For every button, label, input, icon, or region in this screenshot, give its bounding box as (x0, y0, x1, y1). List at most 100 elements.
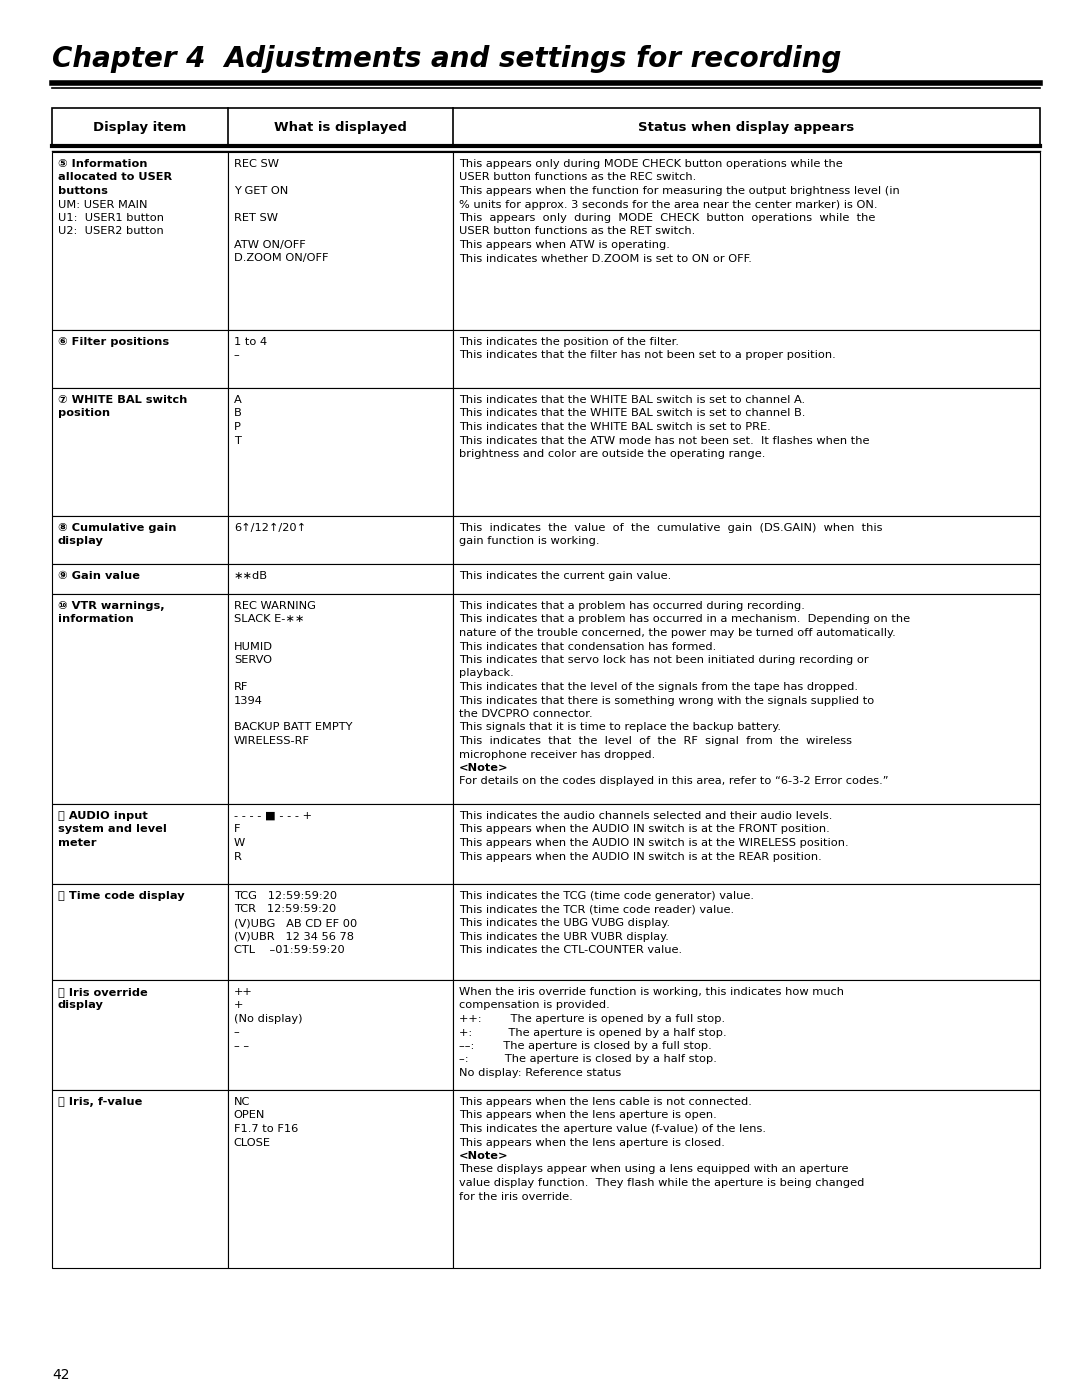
Text: TCG   12:59:59:20: TCG 12:59:59:20 (234, 891, 337, 901)
Text: A: A (234, 395, 242, 405)
Text: (V)UBG   AB CD EF 00: (V)UBG AB CD EF 00 (234, 918, 357, 928)
Text: 42: 42 (52, 1368, 69, 1382)
Bar (52, 108, 1040, 147)
Bar (454, 515, 1040, 564)
Text: NC: NC (234, 1097, 251, 1106)
Text: ⑧ Cumulative gain: ⑧ Cumulative gain (58, 522, 176, 534)
Text: value display function.  They flash while the aperture is being changed: value display function. They flash while… (459, 1178, 864, 1187)
Text: This indicates that a problem has occurred during recording.: This indicates that a problem has occurr… (459, 601, 805, 610)
Text: +:          The aperture is opened by a half stop.: +: The aperture is opened by a half stop… (459, 1028, 727, 1038)
Text: ⑫ Time code display: ⑫ Time code display (58, 891, 185, 901)
Text: ⑪ AUDIO input: ⑪ AUDIO input (58, 812, 148, 821)
Text: This indicates that the WHITE BAL switch is set to channel A.: This indicates that the WHITE BAL switch… (459, 395, 806, 405)
Bar (228, 330, 454, 388)
Text: position: position (58, 408, 110, 419)
Text: the DVCPRO connector.: the DVCPRO connector. (459, 710, 593, 719)
Text: display: display (58, 1000, 104, 1010)
Bar (52, 515, 228, 564)
Text: This indicates that the WHITE BAL switch is set to PRE.: This indicates that the WHITE BAL switch… (459, 422, 771, 432)
Text: This appears when the AUDIO IN switch is at the FRONT position.: This appears when the AUDIO IN switch is… (459, 824, 829, 834)
Text: This appears only during MODE CHECK button operations while the: This appears only during MODE CHECK butt… (459, 159, 842, 169)
Text: ⑨ Gain value: ⑨ Gain value (58, 571, 140, 581)
Text: Display item: Display item (93, 120, 187, 134)
Text: TCR   12:59:59:20: TCR 12:59:59:20 (234, 904, 336, 915)
Text: This indicates the TCR (time code reader) value.: This indicates the TCR (time code reader… (459, 904, 734, 915)
Bar (228, 594, 454, 805)
Text: U2:  USER2 button: U2: USER2 button (58, 226, 164, 236)
Text: <Note>: <Note> (459, 763, 509, 773)
Text: This indicates the UBR VUBR display.: This indicates the UBR VUBR display. (459, 932, 669, 942)
Text: Chapter 4  Adjustments and settings for recording: Chapter 4 Adjustments and settings for r… (52, 45, 841, 73)
Bar (454, 805, 1040, 884)
Text: F: F (234, 824, 241, 834)
Text: This appears when the function for measuring the output brightness level (in: This appears when the function for measu… (459, 186, 900, 196)
Bar (454, 564, 1040, 594)
Text: P: P (234, 422, 241, 432)
Text: allocated to USER: allocated to USER (58, 172, 172, 183)
Text: This indicates the CTL-COUNTER value.: This indicates the CTL-COUNTER value. (459, 944, 683, 956)
Bar (454, 388, 1040, 515)
Text: This indicates that servo lock has not been initiated during recording or: This indicates that servo lock has not b… (459, 655, 868, 665)
Text: Status when display appears: Status when display appears (638, 120, 854, 134)
Text: This appears when ATW is operating.: This appears when ATW is operating. (459, 240, 670, 250)
Text: This appears when the AUDIO IN switch is at the WIRELESS position.: This appears when the AUDIO IN switch is… (459, 838, 849, 848)
Text: This indicates that the ATW mode has not been set.  It flashes when the: This indicates that the ATW mode has not… (459, 436, 869, 446)
Text: SLACK E-∗∗: SLACK E-∗∗ (234, 615, 305, 624)
Text: This indicates that there is something wrong with the signals supplied to: This indicates that there is something w… (459, 696, 875, 705)
Text: D.ZOOM ON/OFF: D.ZOOM ON/OFF (234, 253, 328, 264)
Text: for the iris override.: for the iris override. (459, 1192, 572, 1201)
Text: ATW ON/OFF: ATW ON/OFF (234, 240, 306, 250)
Text: REC SW: REC SW (234, 159, 279, 169)
Text: OPEN: OPEN (234, 1111, 266, 1120)
Text: U1:  USER1 button: U1: USER1 button (58, 212, 164, 224)
Bar (228, 1090, 454, 1268)
Bar (228, 564, 454, 594)
Bar (228, 388, 454, 515)
Text: playback.: playback. (459, 669, 514, 679)
Bar (228, 152, 454, 330)
Text: meter: meter (58, 838, 96, 848)
Text: This  indicates  the  value  of  the  cumulative  gain  (DS.GAIN)  when  this: This indicates the value of the cumulati… (459, 522, 882, 534)
Text: % units for approx. 3 seconds for the area near the center marker) is ON.: % units for approx. 3 seconds for the ar… (459, 200, 878, 210)
Text: ⑩ VTR warnings,: ⑩ VTR warnings, (58, 601, 164, 610)
Text: This appears when the lens aperture is closed.: This appears when the lens aperture is c… (459, 1137, 725, 1147)
Text: This  appears  only  during  MODE  CHECK  button  operations  while  the: This appears only during MODE CHECK butt… (459, 212, 876, 224)
Text: B: B (234, 408, 242, 419)
Bar (454, 152, 1040, 330)
Text: This indicates the TCG (time code generator) value.: This indicates the TCG (time code genera… (459, 891, 754, 901)
Text: This signals that it is time to replace the backup battery.: This signals that it is time to replace … (459, 722, 781, 732)
Text: This appears when the AUDIO IN switch is at the REAR position.: This appears when the AUDIO IN switch is… (459, 852, 822, 862)
Text: ⑥ Filter positions: ⑥ Filter positions (58, 337, 170, 346)
Text: CTL    –01:59:59:20: CTL –01:59:59:20 (234, 944, 345, 956)
Text: F1.7 to F16: F1.7 to F16 (234, 1125, 298, 1134)
Text: brightness and color are outside the operating range.: brightness and color are outside the ope… (459, 448, 766, 460)
Text: This indicates that condensation has formed.: This indicates that condensation has for… (459, 641, 716, 651)
Text: (V)UBR   12 34 56 78: (V)UBR 12 34 56 78 (234, 932, 354, 942)
Text: microphone receiver has dropped.: microphone receiver has dropped. (459, 750, 656, 760)
Bar (52, 152, 228, 330)
Text: –: – (234, 351, 240, 360)
Text: WIRELESS-RF: WIRELESS-RF (234, 736, 310, 746)
Text: BACKUP BATT EMPTY: BACKUP BATT EMPTY (234, 722, 352, 732)
Text: Y GET ON: Y GET ON (234, 186, 288, 196)
Text: –:          The aperture is closed by a half stop.: –: The aperture is closed by a half stop… (459, 1055, 717, 1065)
Text: When the iris override function is working, this indicates how much: When the iris override function is worki… (459, 988, 845, 997)
Text: ⑭ Iris, f-value: ⑭ Iris, f-value (58, 1097, 143, 1106)
Text: ⑤ Information: ⑤ Information (58, 159, 148, 169)
Text: This  indicates  that  the  level  of  the  RF  signal  from  the  wireless: This indicates that the level of the RF … (459, 736, 852, 746)
Text: This indicates the current gain value.: This indicates the current gain value. (459, 571, 672, 581)
Text: (No display): (No display) (234, 1014, 302, 1024)
Text: This appears when the lens cable is not connected.: This appears when the lens cable is not … (459, 1097, 752, 1106)
Bar (228, 805, 454, 884)
Text: HUMID: HUMID (234, 641, 273, 651)
Text: This indicates that the WHITE BAL switch is set to channel B.: This indicates that the WHITE BAL switch… (459, 408, 806, 419)
Text: This indicates the position of the filter.: This indicates the position of the filte… (459, 337, 679, 346)
Text: REC WARNING: REC WARNING (234, 601, 315, 610)
Text: R: R (234, 852, 242, 862)
Bar (454, 330, 1040, 388)
Text: This indicates that the level of the signals from the tape has dropped.: This indicates that the level of the sig… (459, 682, 859, 692)
Text: W: W (234, 838, 245, 848)
Bar (52, 805, 228, 884)
Text: This indicates whether D.ZOOM is set to ON or OFF.: This indicates whether D.ZOOM is set to … (459, 253, 752, 264)
Bar (228, 981, 454, 1090)
